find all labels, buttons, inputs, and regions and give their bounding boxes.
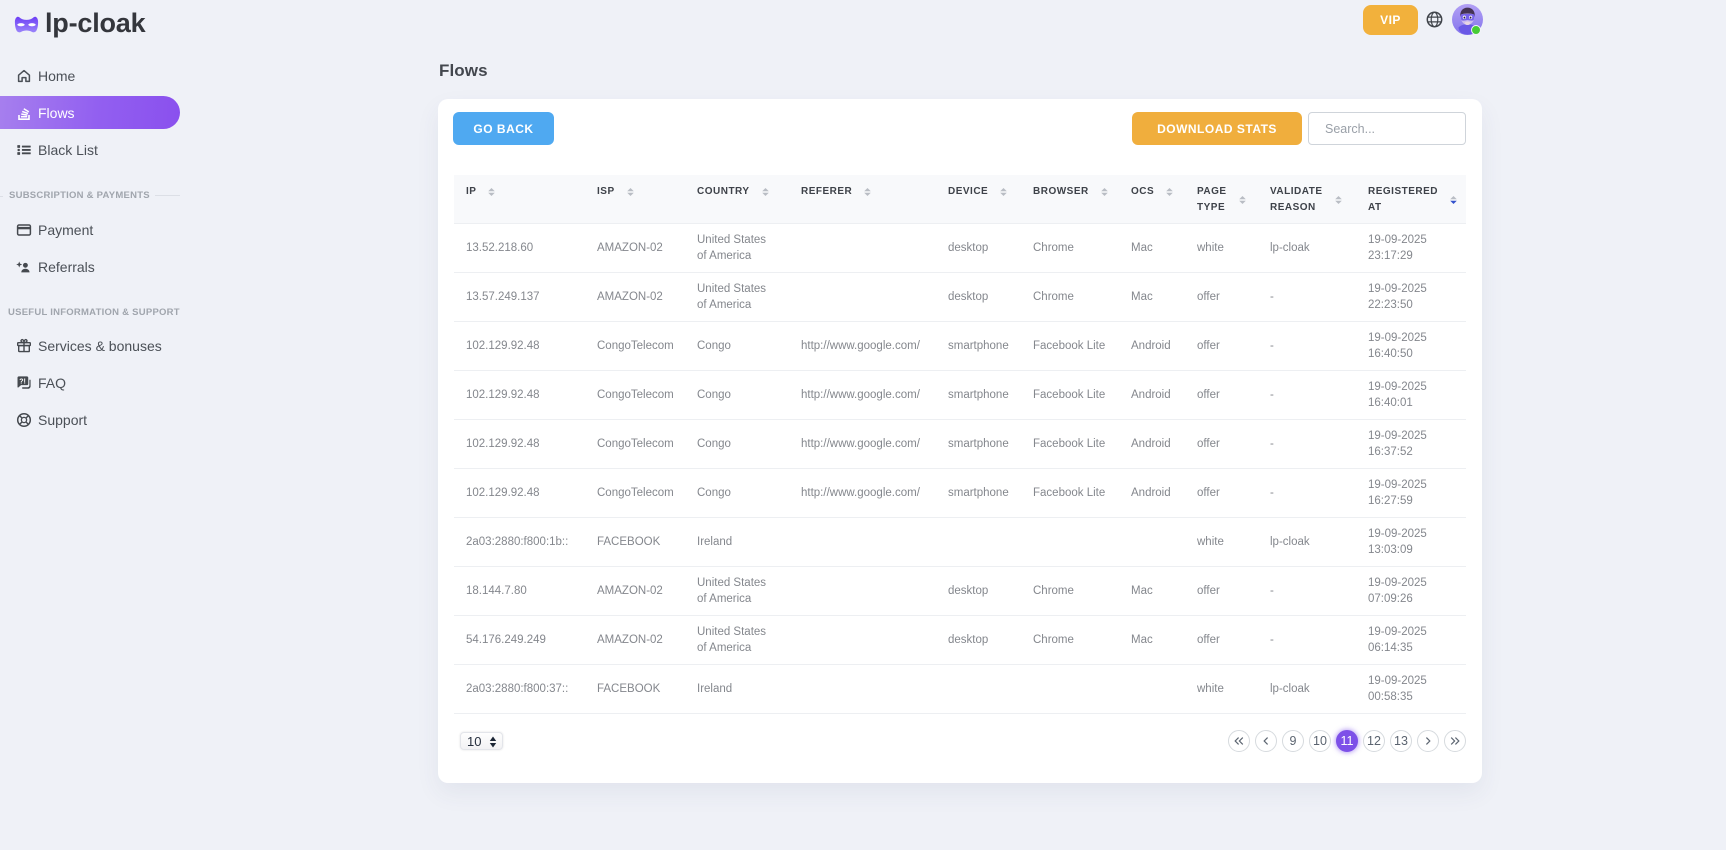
svg-text:?!: ?!	[19, 378, 26, 385]
